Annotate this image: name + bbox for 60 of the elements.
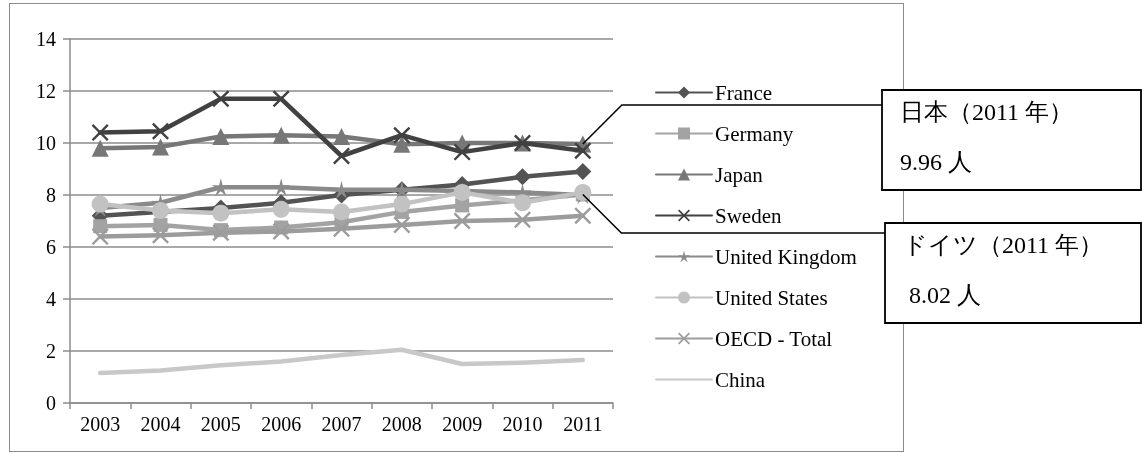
point <box>91 124 109 142</box>
y-tick-label: 10 <box>36 132 56 154</box>
legend-label: United Kingdom <box>715 244 857 269</box>
legend-label: China <box>715 367 766 392</box>
y-tick-label: 14 <box>36 28 56 50</box>
point <box>272 222 290 240</box>
legend-label: France <box>715 80 773 105</box>
legend-label: OECD - Total <box>715 326 833 351</box>
x-tick-label: 2005 <box>200 413 241 435</box>
x-tick-label: 2009 <box>442 413 483 435</box>
x-tick-label: 2011 <box>563 413 603 435</box>
y-tick-label: 8 <box>46 184 56 206</box>
y-tick-label: 0 <box>46 392 56 414</box>
y-tick-label: 2 <box>46 340 56 362</box>
point <box>272 200 290 218</box>
y-tick-label: 6 <box>46 236 56 258</box>
point <box>272 90 290 108</box>
point <box>272 126 290 144</box>
point <box>333 147 350 165</box>
x-tick-label: 2008 <box>381 413 422 435</box>
x-tick-label: 2010 <box>502 413 543 435</box>
point <box>574 163 592 181</box>
point <box>91 139 109 157</box>
legend-label: Germany <box>715 121 794 146</box>
point <box>393 216 411 234</box>
legend-label: Sweden <box>715 203 782 228</box>
point <box>152 138 169 156</box>
point <box>152 202 169 220</box>
annotation: 日本（2011 年） 9.96 人 <box>900 99 1080 175</box>
point <box>91 228 109 246</box>
point <box>212 128 230 145</box>
point <box>514 168 531 186</box>
point <box>333 203 350 221</box>
point <box>393 126 411 144</box>
point <box>574 207 592 225</box>
line-series <box>97 347 586 376</box>
point <box>91 195 109 213</box>
point <box>212 224 230 242</box>
point <box>212 90 230 108</box>
point <box>393 135 411 153</box>
point <box>152 122 169 140</box>
point <box>333 128 350 145</box>
x-tick-label: 2004 <box>140 413 181 435</box>
x-tick-label: 2003 <box>80 413 121 435</box>
point <box>514 194 531 212</box>
point <box>152 226 169 244</box>
x-tick-label: 2006 <box>261 413 302 435</box>
point <box>333 220 350 238</box>
legend-label: United States <box>715 285 828 310</box>
y-tick-label: 12 <box>36 80 56 102</box>
point <box>453 212 471 230</box>
x-tick-label: 2007 <box>321 413 362 435</box>
point <box>212 204 230 222</box>
legend-label: Japan <box>715 162 764 187</box>
point <box>393 195 411 213</box>
y-tick-label: 4 <box>46 288 56 310</box>
point <box>453 143 471 161</box>
annotation: ドイツ（2011 年） 8.02 人 <box>903 232 1104 308</box>
point <box>574 142 592 160</box>
point <box>514 211 531 229</box>
